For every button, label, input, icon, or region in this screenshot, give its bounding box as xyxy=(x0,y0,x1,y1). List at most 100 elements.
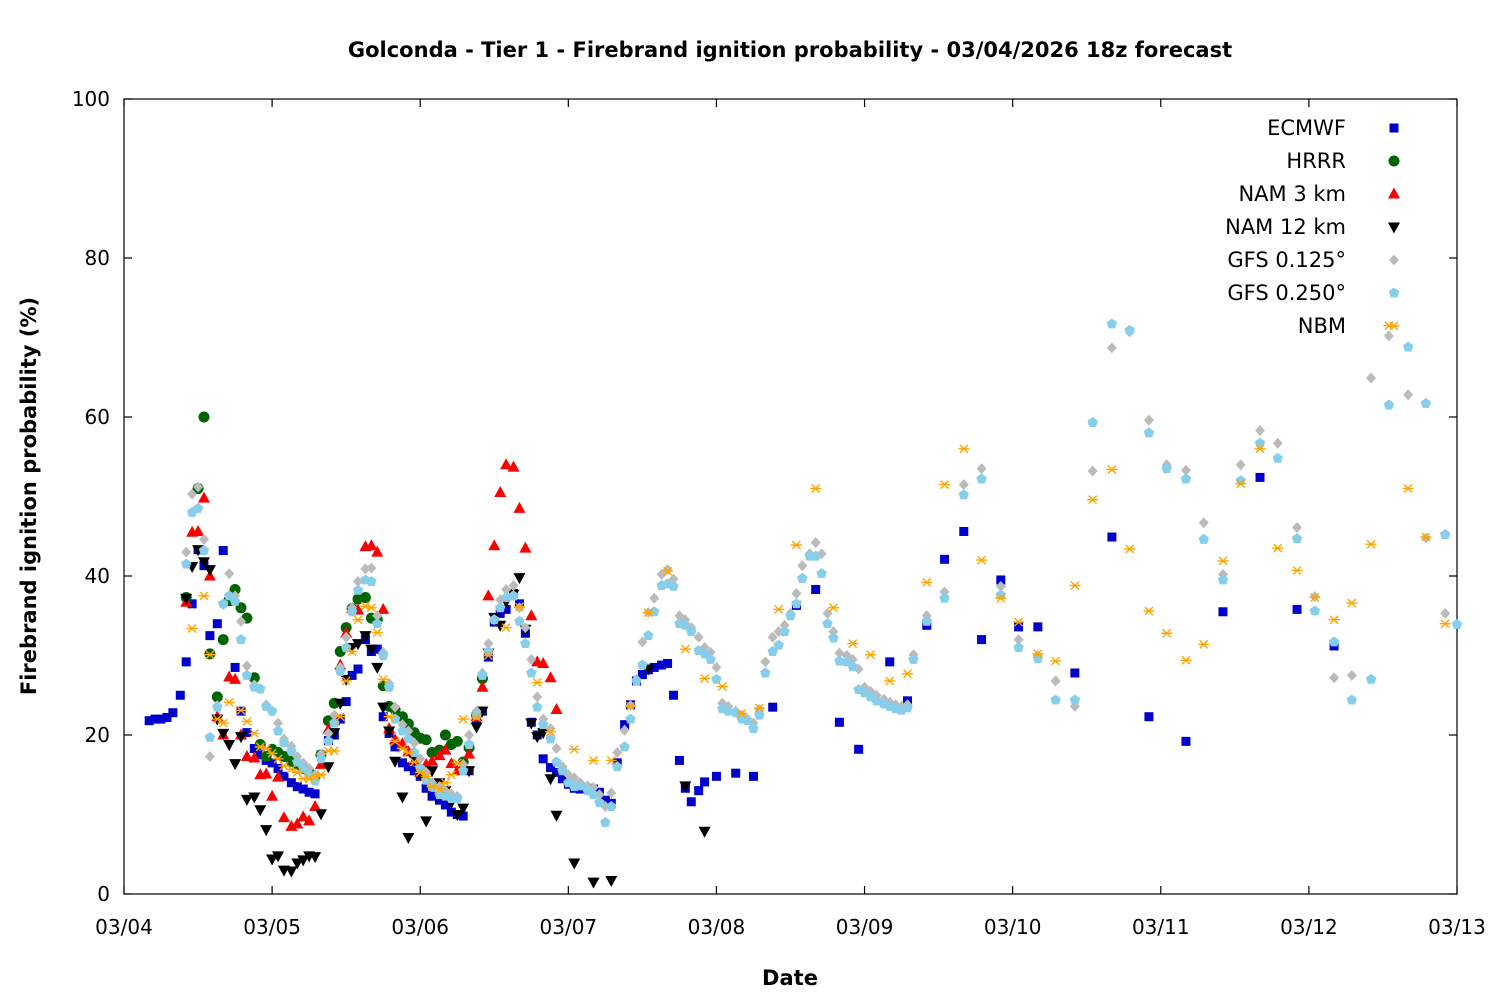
data-point-gfs-0-250 xyxy=(748,723,759,734)
series-gfs-0-125 xyxy=(181,326,1451,813)
data-point-nam-12-km xyxy=(291,858,304,870)
data-point-nbm xyxy=(1346,598,1358,608)
data-point-ecmwf xyxy=(230,662,240,672)
data-point-nam-12-km xyxy=(223,740,236,752)
data-point-nam-12-km xyxy=(211,714,224,726)
data-point-nbm xyxy=(531,678,543,688)
data-point-ecmwf xyxy=(255,750,265,760)
data-point-gfs-0-250 xyxy=(723,705,734,716)
data-point-ecmwf xyxy=(292,782,302,792)
data-point-gfs-0-250 xyxy=(463,739,475,749)
data-point-nbm xyxy=(315,770,327,780)
data-point-nbm xyxy=(211,714,223,724)
legend-marker xyxy=(1388,321,1400,331)
data-point-ecmwf xyxy=(700,777,710,787)
data-point-gfs-0-250 xyxy=(574,780,586,791)
data-point-gfs-0-250 xyxy=(902,702,913,713)
data-point-gfs-0-125 xyxy=(1180,464,1191,476)
data-point-nbm xyxy=(716,682,728,691)
data-point-gfs-0-250 xyxy=(483,646,494,656)
data-point-nam-12-km xyxy=(451,810,464,821)
data-point-gfs-0-250 xyxy=(797,572,808,583)
data-point-gfs-0-250 xyxy=(223,590,235,601)
data-point-nam-12-km xyxy=(544,774,557,786)
data-point-nbm xyxy=(457,714,469,724)
data-point-gfs-0-250 xyxy=(600,816,611,827)
data-point-gfs-0-125 xyxy=(958,479,969,491)
data-point-nbm xyxy=(958,444,970,454)
data-point-ecmwf xyxy=(940,554,950,564)
data-point-gfs-0-125 xyxy=(273,717,284,729)
data-point-gfs-0-250 xyxy=(377,650,389,660)
data-point-gfs-0-250 xyxy=(180,558,192,569)
data-point-nam-3-km xyxy=(494,486,507,498)
data-point-gfs-0-125 xyxy=(976,463,987,475)
data-point-gfs-0-250 xyxy=(1402,341,1414,352)
x-tick-label: 03/09 xyxy=(836,915,894,939)
data-point-gfs-0-125 xyxy=(372,610,383,622)
data-point-nbm xyxy=(471,713,483,723)
data-point-nbm xyxy=(976,555,988,565)
data-point-gfs-0-250 xyxy=(680,619,691,630)
data-point-ecmwf xyxy=(686,797,696,807)
data-point-gfs-0-125 xyxy=(649,592,660,604)
data-point-nbm xyxy=(445,770,457,780)
data-point-gfs-0-125 xyxy=(187,488,198,500)
data-point-hrrr xyxy=(359,591,371,603)
data-point-nam-12-km xyxy=(297,855,310,867)
y-tick-label: 20 xyxy=(85,723,110,747)
data-point-ecmwf xyxy=(181,657,191,667)
data-point-hrrr xyxy=(439,729,451,741)
data-point-hrrr xyxy=(420,734,432,746)
data-point-gfs-0-125 xyxy=(1440,607,1451,619)
data-point-gfs-0-125 xyxy=(693,631,704,643)
legend-label: NBM xyxy=(1298,314,1346,338)
x-axis-label: Date xyxy=(762,966,818,990)
data-point-ecmwf xyxy=(1292,604,1302,614)
data-point-gfs-0-250 xyxy=(1272,452,1284,463)
data-point-nbm xyxy=(1217,556,1229,566)
data-point-nam-12-km xyxy=(352,639,365,651)
data-point-nam-3-km xyxy=(476,680,489,692)
data-point-gfs-0-250 xyxy=(939,592,950,603)
data-point-gfs-0-250 xyxy=(810,550,821,561)
data-point-gfs-0-250 xyxy=(352,584,364,595)
data-point-gfs-0-250 xyxy=(1180,473,1192,484)
data-point-gfs-0-250 xyxy=(1346,694,1358,705)
data-point-nbm xyxy=(186,623,198,633)
data-point-gfs-0-125 xyxy=(1383,330,1394,342)
data-point-gfs-0-250 xyxy=(1383,399,1395,410)
data-point-nam-12-km xyxy=(698,826,711,838)
data-point-nam-12-km xyxy=(328,728,341,740)
data-point-nam-12-km xyxy=(426,766,439,778)
data-point-ecmwf xyxy=(668,690,678,700)
data-point-gfs-0-250 xyxy=(520,638,531,649)
data-point-nam-3-km xyxy=(433,749,446,761)
data-point-gfs-0-250 xyxy=(340,642,352,652)
data-point-gfs-0-250 xyxy=(212,701,223,712)
legend-marker xyxy=(1389,254,1399,266)
data-point-gfs-0-250 xyxy=(266,705,278,716)
data-point-gfs-0-250 xyxy=(1069,694,1081,705)
data-point-gfs-0-250 xyxy=(1161,463,1172,474)
data-point-ecmwf xyxy=(557,774,567,784)
data-point-nbm xyxy=(414,767,426,777)
data-point-ecmwf xyxy=(1033,622,1043,632)
legend-label: GFS 0.125° xyxy=(1227,248,1346,272)
data-point-nam-12-km xyxy=(531,732,544,744)
data-point-ecmwf xyxy=(546,763,556,773)
data-point-nbm xyxy=(1309,592,1321,602)
data-point-nbm xyxy=(1180,655,1192,665)
data-point-nam-3-km xyxy=(426,754,439,766)
data-point-nam-12-km xyxy=(537,728,550,740)
data-point-gfs-0-125 xyxy=(662,564,673,576)
data-point-gfs-0-125 xyxy=(1106,342,1117,354)
data-point-nbm xyxy=(1420,532,1432,542)
data-point-nam-12-km xyxy=(314,809,327,821)
data-point-nam-12-km xyxy=(396,792,409,804)
data-point-gfs-0-250 xyxy=(631,675,642,686)
data-point-nam-3-km xyxy=(500,458,513,470)
data-point-gfs-0-250 xyxy=(1013,642,1024,652)
data-point-gfs-0-250 xyxy=(921,615,932,626)
x-tick-label: 03/11 xyxy=(1132,915,1190,939)
